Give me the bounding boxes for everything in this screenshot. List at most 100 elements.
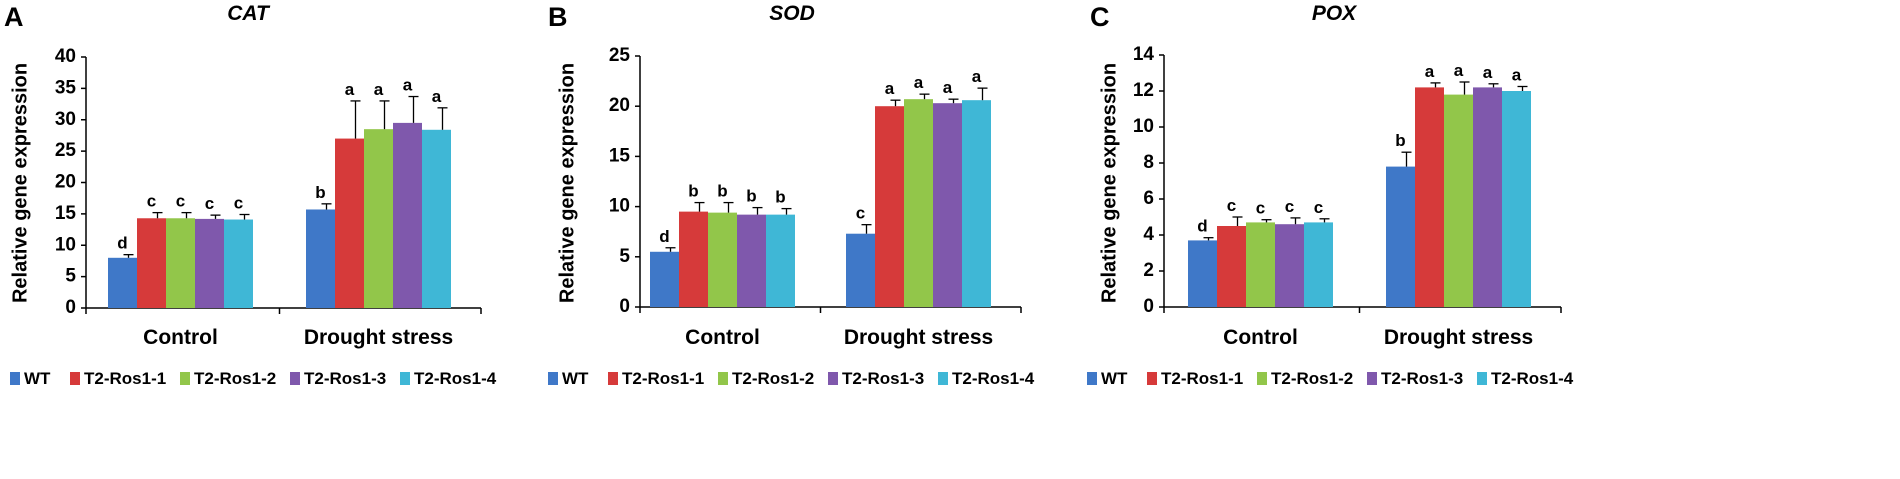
bar-t2-ros1-4-control [224, 219, 253, 308]
bar-t2-ros1-4-control [1304, 222, 1333, 307]
panel-letter: B [548, 2, 568, 32]
y-tick-label: 40 [55, 46, 76, 67]
y-tick-label: 8 [1143, 152, 1154, 173]
legend-label: WT [24, 369, 51, 388]
legend-label: T2-Ros1-4 [1491, 369, 1574, 388]
bar-t2-ros1-1-control [137, 218, 166, 308]
significance-label: c [1227, 196, 1236, 215]
bar-wt-control [650, 251, 679, 307]
significance-label: d [117, 234, 127, 253]
y-tick-label: 35 [55, 77, 77, 98]
significance-label: b [775, 188, 785, 207]
y-tick-label: 0 [1143, 296, 1154, 317]
bar-t2-ros1-4-drought-stress [1502, 91, 1531, 307]
significance-label: b [717, 182, 727, 201]
significance-label: c [234, 194, 243, 213]
category-label: Drought stress [1384, 326, 1533, 349]
bar-t2-ros1-1-control [679, 211, 708, 307]
legend-label: WT [562, 369, 589, 388]
bar-t2-ros1-2-drought-stress [904, 99, 933, 307]
significance-label: a [1512, 66, 1522, 85]
significance-label: a [914, 73, 924, 92]
bar-t2-ros1-2-control [708, 212, 737, 307]
significance-label: c [205, 194, 214, 213]
significance-label: a [1454, 61, 1464, 80]
chart-title: POX [1312, 2, 1358, 25]
bar-t2-ros1-1-drought-stress [875, 106, 904, 307]
significance-label: a [1425, 62, 1435, 81]
legend-swatch-t2-ros1-3 [1367, 372, 1377, 385]
significance-label: a [943, 78, 953, 97]
legend-label: T2-Ros1-2 [1271, 369, 1353, 388]
significance-label: c [176, 192, 185, 211]
legend-swatch-t2-ros1-1 [1147, 372, 1157, 385]
significance-label: c [856, 204, 865, 223]
y-tick-label: 25 [609, 45, 631, 66]
bar-wt-drought-stress [846, 233, 875, 307]
legend-label: T2-Ros1-3 [1381, 369, 1463, 388]
significance-label: b [746, 187, 756, 206]
legend-swatch-t2-ros1-4 [400, 372, 410, 385]
legend-swatch-t2-ros1-2 [1257, 372, 1267, 385]
category-label: Drought stress [844, 326, 993, 349]
legend-label: T2-Ros1-2 [732, 369, 814, 388]
legend-label: T2-Ros1-1 [1161, 369, 1243, 388]
panel-letter: A [4, 2, 24, 32]
bar-t2-ros1-2-drought-stress [364, 129, 393, 308]
bar-wt-drought-stress [306, 209, 335, 308]
significance-label: c [1285, 197, 1294, 216]
y-axis-title: Relative gene expression [1098, 63, 1120, 303]
legend-label: T2-Ros1-1 [84, 369, 166, 388]
category-label: Drought stress [304, 326, 453, 349]
category-label: Control [143, 326, 218, 349]
category-label: Control [1223, 326, 1298, 349]
significance-label: d [1197, 217, 1207, 236]
legend-label: T2-Ros1-1 [622, 369, 704, 388]
y-tick-label: 20 [609, 95, 630, 116]
y-axis-title: Relative gene expression [556, 63, 578, 303]
significance-label: c [1314, 198, 1323, 217]
legend-label: T2-Ros1-3 [842, 369, 924, 388]
bar-t2-ros1-2-control [166, 218, 195, 308]
y-tick-label: 5 [619, 246, 630, 267]
bar-t2-ros1-1-drought-stress [1415, 87, 1444, 308]
significance-label: a [885, 79, 895, 98]
legend-label: T2-Ros1-2 [194, 369, 276, 388]
significance-label: b [315, 183, 325, 202]
bar-t2-ros1-2-drought-stress [1444, 94, 1473, 307]
legend-label: T2-Ros1-4 [952, 369, 1035, 388]
panel-letter: C [1090, 2, 1110, 32]
chart-title: SOD [769, 2, 815, 25]
y-tick-label: 30 [55, 109, 76, 130]
legend-swatch-t2-ros1-3 [828, 372, 838, 385]
bar-t2-ros1-3-drought-stress [1473, 87, 1502, 308]
bar-t2-ros1-2-control [1246, 222, 1275, 307]
legend-swatch-t2-ros1-4 [1477, 372, 1487, 385]
legend-swatch-t2-ros1-2 [718, 372, 728, 385]
chart-title: CAT [227, 2, 271, 25]
bar-t2-ros1-3-control [195, 218, 224, 308]
significance-label: d [659, 227, 669, 246]
y-tick-label: 5 [65, 266, 76, 287]
significance-label: a [1483, 63, 1493, 82]
legend-swatch-t2-ros1-1 [608, 372, 618, 385]
y-tick-label: 6 [1143, 188, 1154, 209]
legend-swatch-wt [548, 372, 558, 385]
bar-t2-ros1-3-control [1275, 224, 1304, 307]
legend-swatch-t2-ros1-4 [938, 372, 948, 385]
bar-wt-drought-stress [1386, 166, 1415, 307]
y-tick-label: 0 [65, 297, 76, 318]
y-tick-label: 14 [1133, 44, 1155, 65]
significance-label: b [688, 182, 698, 201]
legend-swatch-wt [10, 372, 20, 385]
significance-label: a [345, 80, 355, 99]
legend-swatch-wt [1087, 372, 1097, 385]
y-tick-label: 10 [55, 234, 76, 255]
bar-t2-ros1-4-control [766, 214, 795, 307]
legend-swatch-t2-ros1-2 [180, 372, 190, 385]
legend-swatch-t2-ros1-3 [290, 372, 300, 385]
y-tick-label: 0 [619, 296, 630, 317]
legend-label: T2-Ros1-3 [304, 369, 386, 388]
significance-label: b [1395, 131, 1405, 150]
y-tick-label: 10 [609, 196, 630, 217]
